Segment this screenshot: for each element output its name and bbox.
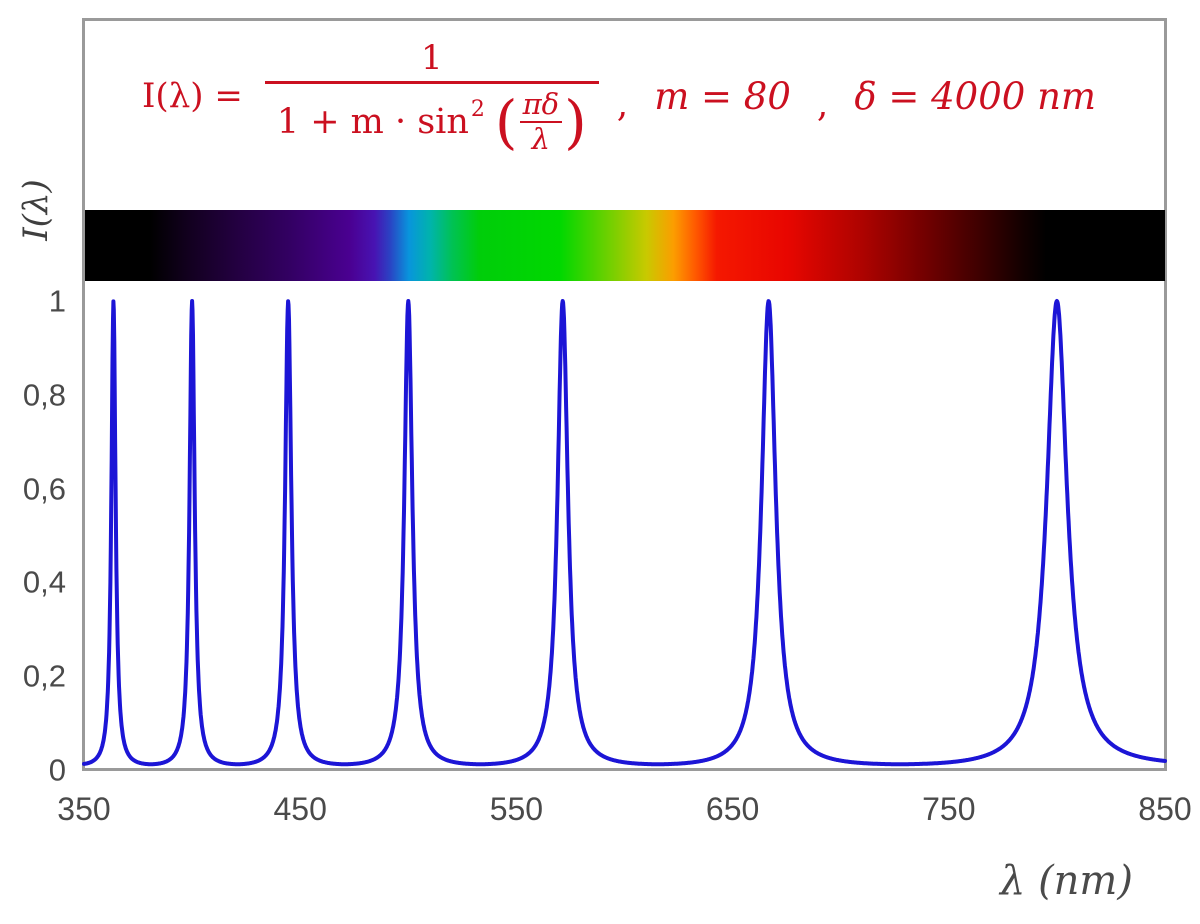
fraction-numerator: 1 — [420, 38, 443, 78]
formula-lhs: I(λ) = — [142, 76, 243, 116]
y-tick-label: 0,8 — [22, 377, 66, 413]
formula-fraction: 1 1 + m · sin 2 ( πδ λ ) — [264, 38, 599, 156]
right-paren: ) — [564, 87, 587, 156]
x-tick-label: 750 — [922, 791, 976, 827]
param-delta: δ = 4000 nm — [854, 74, 1096, 118]
y-tick-label: 0,4 — [22, 564, 66, 600]
param-m: m = 80 — [654, 74, 791, 118]
fraction-denominator: 1 + m · sin 2 ( πδ λ ) — [264, 81, 599, 156]
x-tick-label: 550 — [489, 791, 544, 827]
y-tick-label: 0 — [48, 752, 66, 788]
x-tick-label: 850 — [1138, 791, 1192, 827]
x-axis-title: λ (nm) — [1000, 858, 1133, 904]
inner-numerator: πδ — [522, 87, 560, 121]
comma-separator: , — [616, 83, 629, 125]
visible-spectrum-bar — [85, 210, 1165, 281]
comma-separator: , — [816, 83, 829, 125]
airy-function-curve — [82, 299, 1167, 767]
y-axis-title: I(λ) — [16, 179, 56, 241]
y-tick-label: 0,6 — [22, 471, 66, 507]
formula-annotation: I(λ) = 1 1 + m · sin 2 ( πδ λ ) , m = 80 … — [142, 20, 1104, 172]
inner-fraction: πδ λ — [519, 87, 563, 154]
x-tick-label: 450 — [273, 791, 327, 827]
left-paren: ( — [494, 87, 518, 156]
inner-denominator: λ — [519, 121, 563, 154]
y-tick-label: 0,2 — [22, 658, 66, 694]
plot-frame — [82, 18, 1167, 771]
x-tick-label: 350 — [57, 791, 111, 827]
sin-exponent: 2 — [470, 97, 485, 122]
denominator-text: 1 + m · sin — [276, 101, 469, 142]
x-tick-label: 650 — [705, 791, 760, 827]
y-tick-label: 1 — [48, 283, 66, 319]
